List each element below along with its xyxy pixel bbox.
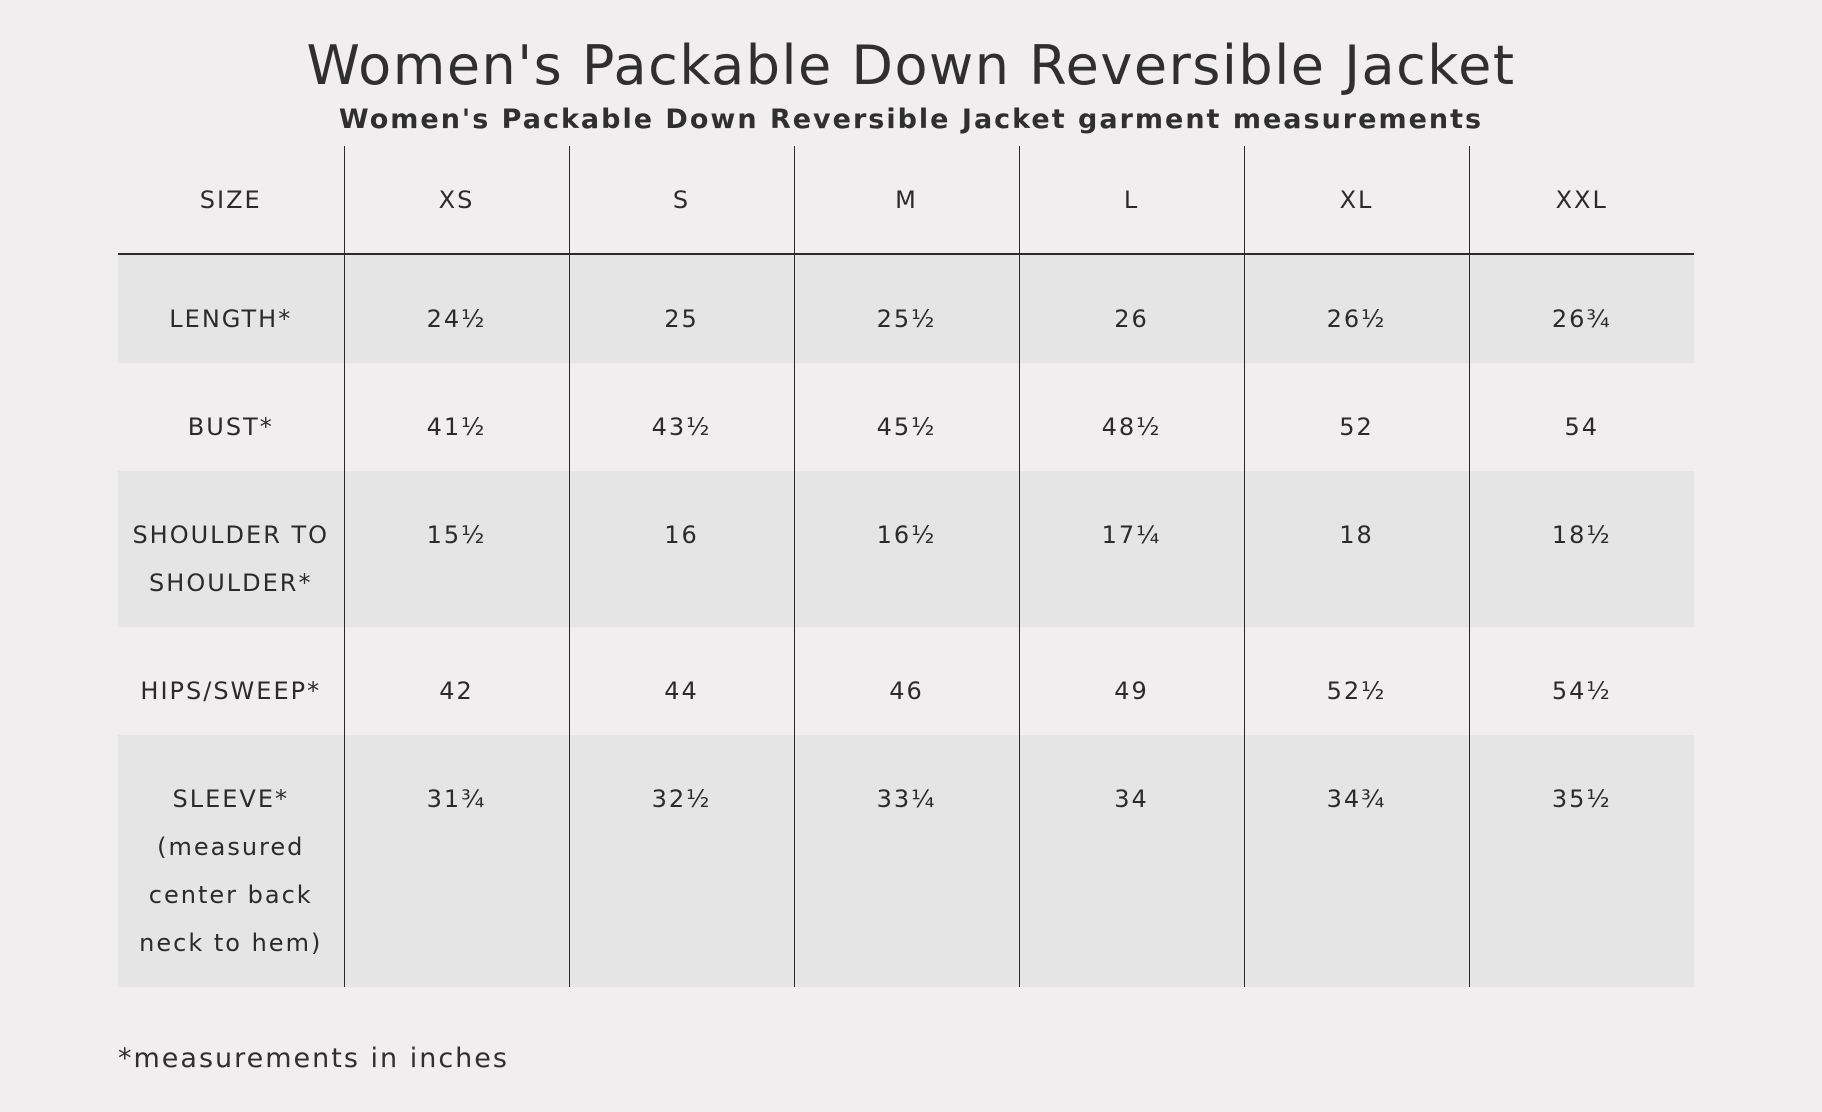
row-label-text: SLEEVE* (measured center back neck to he…: [139, 785, 323, 957]
table-cell: 43½: [568, 363, 794, 471]
header-row: SIZE XS S M L XL XXL: [118, 146, 1694, 255]
table-cell: 34¾: [1243, 735, 1469, 987]
table-cell: 54½: [1468, 627, 1694, 735]
table-cell: 32½: [568, 735, 794, 987]
table-cell: 54: [1468, 363, 1694, 471]
header-cell-l: L: [1018, 146, 1244, 255]
table-cell: 17¼: [1018, 471, 1244, 627]
header-cell-m: M: [793, 146, 1019, 255]
header-cell-size: SIZE: [118, 146, 344, 255]
table-cell: 44: [568, 627, 794, 735]
table-cell: 48½: [1018, 363, 1244, 471]
row-label-length: LENGTH*: [118, 254, 344, 363]
table-cell: 45½: [793, 363, 1019, 471]
table-cell: 52½: [1243, 627, 1469, 735]
table-row-sleeve: SLEEVE* (measured center back neck to he…: [118, 735, 1694, 987]
row-label-text: HIPS/SWEEP*: [140, 677, 322, 705]
table-cell: 34: [1018, 735, 1244, 987]
table-cell: 26: [1018, 254, 1244, 363]
footnote: *measurements in inches: [118, 1043, 509, 1074]
table-cell: 49: [1018, 627, 1244, 735]
table-row-length: LENGTH* 24½ 25 25½ 26 26½ 26¾: [118, 254, 1694, 363]
table-row-bust: BUST* 41½ 43½ 45½ 48½ 52 54: [118, 363, 1694, 471]
table-cell: 16½: [793, 471, 1019, 627]
size-chart-header: SIZE XS S M L XL XXL: [118, 146, 1694, 255]
table-cell: 18½: [1468, 471, 1694, 627]
page-title: Women's Packable Down Reversible Jacket: [306, 34, 1516, 97]
table-cell: 52: [1243, 363, 1469, 471]
size-chart-body: LENGTH* 24½ 25 25½ 26 26½ 26¾ BUST* 41½ …: [118, 254, 1694, 987]
header-cell-xxl: XXL: [1468, 146, 1694, 255]
table-row-shoulder: SHOULDER TO SHOULDER* 15½ 16 16½ 17¼ 18 …: [118, 471, 1694, 627]
table-cell: 16: [568, 471, 794, 627]
row-label-text: SHOULDER TO SHOULDER*: [132, 521, 330, 597]
table-cell: 35½: [1468, 735, 1694, 987]
page-subtitle: Women's Packable Down Reversible Jacket …: [338, 104, 1484, 135]
row-label-text: BUST*: [187, 413, 274, 441]
table-cell: 42: [343, 627, 569, 735]
row-label-hips: HIPS/SWEEP*: [118, 627, 344, 735]
table-cell: 25: [568, 254, 794, 363]
row-label-shoulder: SHOULDER TO SHOULDER*: [118, 471, 344, 627]
row-label-sleeve: SLEEVE* (measured center back neck to he…: [118, 735, 344, 987]
table-cell: 31¾: [343, 735, 569, 987]
row-label-bust: BUST*: [118, 363, 344, 471]
table-cell: 15½: [343, 471, 569, 627]
table-cell: 33¼: [793, 735, 1019, 987]
header-cell-xs: XS: [343, 146, 569, 255]
header-cell-s: S: [568, 146, 794, 255]
table-cell: 26½: [1243, 254, 1469, 363]
table-cell: 41½: [343, 363, 569, 471]
table-cell: 24½: [343, 254, 569, 363]
header-cell-xl: XL: [1243, 146, 1469, 255]
size-chart-table: SIZE XS S M L XL XXL LENGTH* 24½ 25 25½ …: [118, 146, 1694, 987]
table-cell: 26¾: [1468, 254, 1694, 363]
table-cell: 25½: [793, 254, 1019, 363]
table-cell: 46: [793, 627, 1019, 735]
row-label-text: LENGTH*: [169, 305, 293, 333]
table-cell: 18: [1243, 471, 1469, 627]
table-row-hips: HIPS/SWEEP* 42 44 46 49 52½ 54½: [118, 627, 1694, 735]
